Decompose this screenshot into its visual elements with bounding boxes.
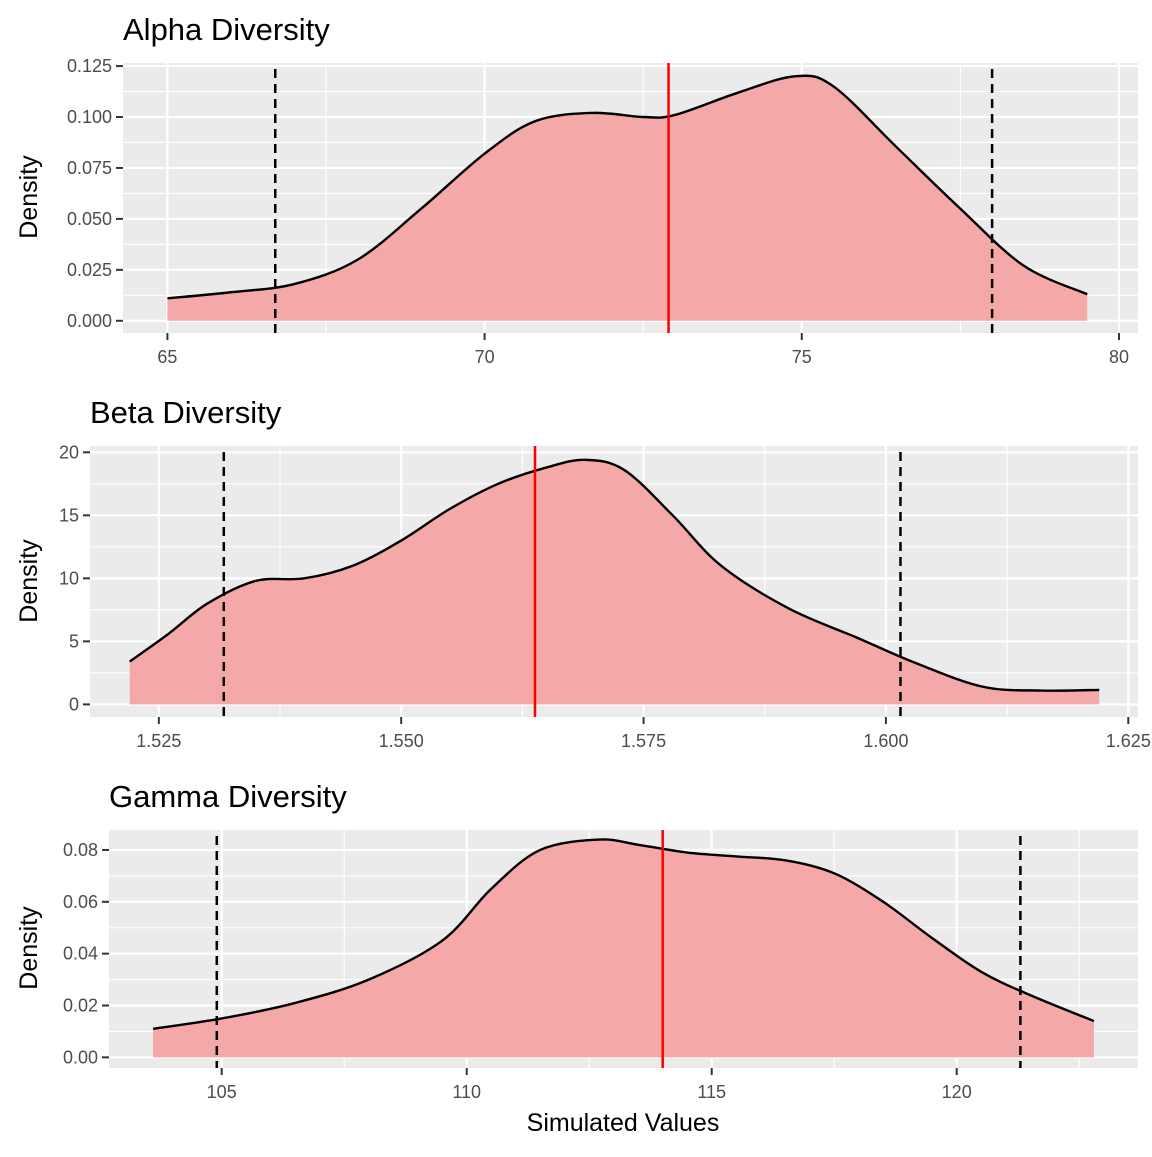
alpha-y-tick-label: 0.075 <box>67 158 112 178</box>
alpha-density-area <box>167 75 1088 321</box>
alpha-x-tick-label: 70 <box>475 347 495 367</box>
alpha-x-tick-label: 80 <box>1109 347 1129 367</box>
gamma-density-line <box>152 838 1095 1031</box>
beta-x-tick-label: 1.600 <box>863 731 908 751</box>
gamma-density-area <box>153 839 1094 1058</box>
gamma-x-tick-label: 120 <box>942 1082 972 1102</box>
gamma-x-tick-label: 115 <box>697 1082 726 1102</box>
beta-y-axis-title: Density <box>15 539 43 623</box>
beta-x-tick-label: 1.625 <box>1106 731 1151 751</box>
beta-y-tick-label: 15 <box>59 505 79 525</box>
beta-y-tick-label: 0 <box>69 694 79 714</box>
alpha-panel: 65 70 75 80 0.000 0.025 0.050 0.075 0.100 0.125 Al… <box>15 12 1138 367</box>
gamma-panel: 105 110 115 120 0.00 0.02 0.04 0.06 0.08 Gamma Di… <box>15 779 1138 1137</box>
alpha-x-tick-label: 75 <box>792 347 812 367</box>
beta-y-tick-label: 20 <box>59 442 79 462</box>
alpha-x-tick-label: 65 <box>157 347 177 367</box>
alpha-y-tick-label: 0.000 <box>67 311 112 331</box>
gamma-x-tick-label: 105 <box>207 1082 237 1102</box>
gamma-panel-title: Gamma Diversity <box>109 779 347 814</box>
gamma-y-tick-label: 0.04 <box>63 944 98 964</box>
beta-y-tick-label: 5 <box>69 631 79 651</box>
beta-panel-title: Beta Diversity <box>90 395 282 430</box>
alpha-y-tick-label: 0.050 <box>67 209 112 229</box>
beta-x-tick-label: 1.575 <box>621 731 666 751</box>
beta-density-area <box>129 459 1100 705</box>
alpha-panel-title: Alpha Diversity <box>123 12 330 47</box>
alpha-y-tick-label: 0.025 <box>67 260 112 280</box>
beta-x-tick-label: 1.550 <box>379 731 424 751</box>
alpha-y-tick-label: 0.100 <box>67 107 112 127</box>
alpha-y-axis-title: Density <box>15 155 43 239</box>
gamma-y-tick-label: 0.00 <box>63 1047 98 1067</box>
beta-density-line <box>129 458 1100 692</box>
beta-y-tick-label: 10 <box>59 568 79 588</box>
alpha-density-line <box>167 74 1088 300</box>
gamma-x-tick-label: 110 <box>452 1082 481 1102</box>
alpha-y-tick-label: 0.125 <box>67 56 112 76</box>
gamma-y-tick-label: 0.08 <box>63 840 98 860</box>
gamma-y-tick-label: 0.06 <box>63 892 98 912</box>
gamma-y-axis-title: Density <box>15 906 43 990</box>
gamma-y-tick-label: 0.02 <box>63 996 98 1016</box>
beta-x-tick-label: 1.525 <box>136 731 181 751</box>
beta-panel: 1.525 1.550 1.575 1.600 1.625 0 5 10 15 20 Beta Di… <box>15 395 1151 751</box>
gamma-x-axis-title: Simulated Values <box>527 1109 720 1137</box>
